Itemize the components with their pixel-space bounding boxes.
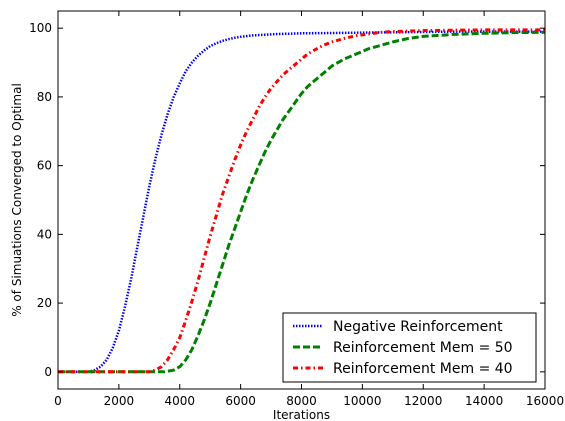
x-tick-label: 10000	[343, 394, 381, 408]
x-tick-label: 2000	[104, 394, 135, 408]
x-tick-label: 6000	[225, 394, 256, 408]
y-tick-label: 20	[37, 296, 52, 310]
y-axis-label: % of Simuations Converged to Optimal	[10, 83, 24, 317]
legend-label-3: Reinforcement Mem = 40	[333, 361, 513, 377]
x-tick-label: 14000	[465, 394, 503, 408]
x-tick-label: 4000	[164, 394, 195, 408]
legend-label-2: Reinforcement Mem = 50	[333, 340, 513, 356]
x-axis-label: Iterations	[273, 408, 330, 421]
series-layer	[58, 28, 546, 374]
series-line-3	[58, 28, 545, 374]
series-line-2	[58, 30, 546, 374]
legend: Negative Reinforcement Reinforcement Mem …	[282, 312, 537, 383]
y-tick-label: 60	[37, 159, 52, 173]
x-tick-label: 8000	[286, 394, 317, 408]
series-line-1	[58, 30, 545, 374]
legend-box	[282, 312, 537, 383]
x-tick-label: 16000	[526, 394, 564, 408]
y-tick-label: 100	[29, 21, 52, 35]
y-tick-label: 80	[37, 90, 52, 104]
x-tick-label: 0	[54, 394, 62, 408]
ticks-layer: 0 2000 4000 6000 8000 10000 12000 14000 16000 0 20…	[29, 11, 564, 408]
legend-label-1: Negative Reinforcement	[333, 319, 503, 335]
y-tick-label: 0	[44, 365, 52, 379]
x-tick-label: 12000	[404, 394, 442, 408]
y-tick-label: 40	[37, 227, 52, 241]
